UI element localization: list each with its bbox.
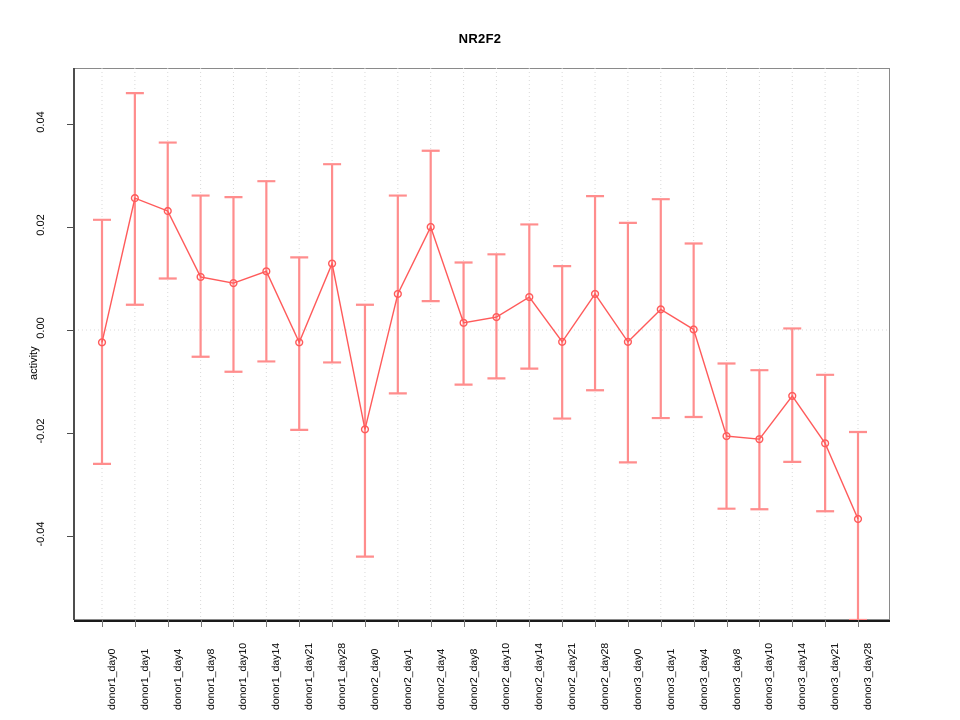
data-point-marker: [722, 431, 731, 441]
data-point-marker: [853, 514, 863, 524]
x-axis-tick-label: donor1_day4: [171, 648, 184, 710]
x-axis-tick: [233, 620, 235, 627]
data-point-marker: [163, 206, 172, 216]
x-axis-tick: [167, 620, 169, 627]
x-axis-tick: [364, 620, 366, 627]
data-point-marker: [393, 289, 402, 299]
x-axis-tick-label: donor2_day1: [401, 648, 414, 710]
x-axis-tick-label: donor1_day14: [270, 642, 283, 710]
x-axis-tick: [430, 620, 432, 627]
x-axis-tick: [825, 620, 827, 627]
x-axis-tick-label: donor1_day1: [138, 648, 151, 710]
x-axis-tick: [759, 620, 761, 627]
x-axis-spine: [74, 620, 890, 622]
x-axis-tick: [463, 620, 465, 627]
x-axis-tick: [627, 620, 629, 627]
x-axis-tick: [660, 620, 662, 627]
x-axis-tick: [332, 620, 334, 627]
x-axis-tick: [134, 620, 136, 627]
data-point-marker: [656, 305, 665, 314]
data-point-marker: [426, 222, 435, 232]
x-axis-tick-label: donor2_day0: [368, 648, 381, 710]
x-axis-tick-label: donor3_day8: [730, 648, 743, 710]
x-axis-tick-label: donor2_day21: [566, 642, 579, 710]
data-point-marker: [525, 292, 534, 302]
x-axis-tick: [595, 620, 597, 627]
x-axis-tick-label: donor3_day14: [796, 642, 809, 710]
x-axis-tick: [693, 620, 695, 627]
data-point-marker: [689, 325, 698, 334]
data-point-marker: [755, 435, 764, 444]
y-axis-tick-label: 0.00: [35, 317, 47, 339]
y-axis-tick: [67, 433, 74, 434]
data-point-marker: [196, 272, 205, 282]
x-axis-tick-label: donor1_day10: [237, 642, 250, 710]
x-axis-tick: [726, 620, 728, 627]
page-title: NR2F2: [458, 31, 502, 46]
y-axis-tick-label: 0.02: [35, 214, 47, 236]
series-line: [101, 197, 859, 520]
x-axis-tick: [266, 620, 268, 627]
data-point-marker: [492, 313, 501, 322]
x-axis-tick-label: donor2_day14: [533, 642, 546, 710]
y-axis-tick: [67, 124, 74, 125]
y-axis-spine: [73, 68, 75, 620]
x-axis-tick-label: donor2_day4: [434, 648, 447, 710]
x-axis-tick: [562, 620, 564, 627]
data-point-marker: [623, 337, 633, 346]
x-axis-tick: [496, 620, 498, 627]
data-point-marker: [229, 279, 238, 288]
data-point-marker: [590, 289, 600, 299]
x-axis-tick: [858, 620, 859, 627]
error-bars-group: [93, 91, 867, 620]
x-axis-tick-label: donor3_day4: [697, 648, 710, 710]
data-point-marker: [788, 391, 797, 401]
data-point-marker: [130, 194, 139, 203]
x-axis-tick-label: donor1_day0: [106, 648, 118, 710]
x-axis-tick: [792, 620, 794, 627]
data-point-marker: [295, 338, 304, 347]
x-axis-tick-label: donor2_day28: [599, 642, 612, 710]
x-axis-tick-label: donor3_day10: [763, 642, 776, 710]
x-axis-tick: [529, 620, 531, 627]
x-axis-tick-label: donor1_day21: [303, 642, 316, 710]
x-axis-tick-label: donor3_day21: [829, 642, 842, 710]
x-axis-tick: [102, 620, 103, 627]
y-axis-tick: [67, 536, 74, 537]
x-axis-tick-label: donor3_day1: [664, 648, 677, 710]
y-axis-tick-label: 0.04: [35, 111, 47, 133]
data-point-marker: [327, 259, 337, 268]
x-axis-tick-label: donor3_day28: [862, 642, 874, 710]
x-axis-tick-label: donor3_day0: [631, 648, 644, 710]
x-axis-tick-label: donor2_day10: [500, 642, 513, 710]
y-axis-tick-label: -0.02: [35, 418, 47, 444]
x-axis-tick-label: donor1_day8: [204, 648, 217, 710]
y-axis-tick-label: -0.04: [35, 521, 47, 547]
x-axis-tick: [299, 620, 301, 627]
data-point-marker: [262, 267, 271, 276]
x-axis-tick-label: donor2_day8: [467, 648, 480, 710]
x-axis-tick: [200, 620, 202, 627]
x-axis-tick: [397, 620, 399, 627]
data-point-marker: [360, 425, 370, 434]
data-point-marker: [459, 318, 468, 327]
x-axis-tick-label: donor1_day28: [336, 642, 349, 710]
y-axis-tick: [67, 330, 74, 331]
data-point-marker: [97, 338, 107, 347]
y-axis-tick: [67, 227, 74, 228]
data-point-marker: [821, 439, 830, 448]
data-point-marker: [558, 337, 567, 346]
